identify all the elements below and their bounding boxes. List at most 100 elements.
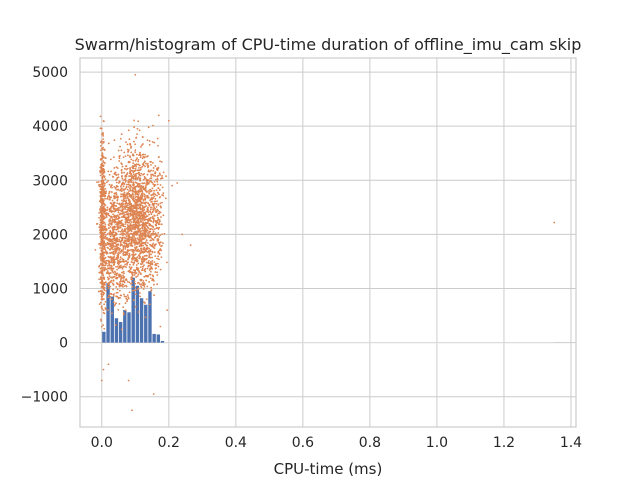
- swarm-point: [154, 175, 157, 177]
- swarm-point: [149, 250, 152, 253]
- swarm-point: [176, 182, 179, 184]
- swarm-point: [124, 181, 127, 183]
- swarm-point: [156, 271, 158, 274]
- swarm-point: [116, 240, 119, 243]
- swarm-point: [106, 272, 109, 275]
- histogram-bar: [160, 340, 165, 343]
- swarm-point: [118, 302, 121, 305]
- swarm-point: [160, 249, 163, 252]
- swarm-point: [146, 183, 149, 185]
- swarm-point: [163, 232, 166, 235]
- swarm-point: [140, 201, 143, 204]
- swarm-point: [103, 202, 106, 205]
- swarm-point: [126, 280, 129, 283]
- swarm-point: [117, 225, 120, 228]
- swarm-point: [131, 271, 134, 274]
- swarm-point: [110, 233, 113, 236]
- swarm-point: [118, 276, 121, 278]
- swarm-point: [142, 217, 145, 220]
- swarm-point: [146, 166, 149, 169]
- swarm-point: [127, 235, 130, 237]
- swarm-point: [101, 178, 104, 180]
- swarm-point: [152, 124, 154, 127]
- swarm-point: [136, 210, 138, 213]
- swarm-point: [106, 209, 108, 212]
- swarm-point: [121, 266, 123, 269]
- swarm-point: [135, 276, 137, 278]
- swarm-point: [156, 214, 159, 217]
- swarm-point: [152, 174, 155, 177]
- swarm-point: [153, 195, 156, 198]
- swarm-point: [116, 272, 119, 275]
- swarm-point: [101, 296, 104, 298]
- swarm-point: [152, 238, 154, 241]
- swarm-point: [148, 213, 150, 216]
- swarm-point: [106, 233, 109, 235]
- swarm-point: [104, 268, 106, 271]
- swarm-point: [150, 224, 153, 227]
- swarm-point: [153, 217, 155, 220]
- swarm-point: [160, 223, 163, 226]
- swarm-point: [133, 119, 135, 122]
- swarm-point: [120, 328, 123, 331]
- swarm-point: [133, 274, 136, 276]
- swarm-point: [117, 255, 119, 258]
- swarm-point: [114, 273, 117, 276]
- swarm-point: [156, 178, 159, 181]
- swarm-point: [131, 237, 134, 240]
- swarm-point: [119, 252, 121, 255]
- swarm-point: [140, 285, 142, 287]
- swarm-point: [107, 227, 110, 230]
- swarm-point: [157, 204, 160, 207]
- swarm-point: [141, 219, 144, 221]
- swarm-point: [100, 212, 103, 215]
- swarm-point: [122, 198, 125, 201]
- swarm-point: [125, 295, 127, 298]
- swarm-point: [155, 202, 158, 205]
- swarm-point: [124, 176, 127, 178]
- swarm-point: [154, 193, 157, 196]
- swarm-point: [136, 222, 139, 225]
- swarm-point: [153, 141, 156, 144]
- swarm-point: [114, 210, 117, 213]
- swarm-point: [128, 236, 131, 238]
- swarm-point: [134, 189, 137, 192]
- swarm-point: [112, 213, 114, 216]
- swarm-point: [113, 195, 115, 198]
- swarm-point: [113, 245, 115, 247]
- swarm-point: [128, 178, 131, 181]
- swarm-point: [144, 197, 147, 200]
- swarm-point: [126, 196, 129, 198]
- swarm-point: [157, 241, 160, 244]
- swarm-point: [144, 229, 147, 232]
- swarm-point: [114, 173, 117, 176]
- swarm-point: [127, 249, 130, 252]
- histogram-bar: [102, 331, 106, 343]
- histogram-bar: [118, 322, 123, 343]
- swarm-point: [143, 193, 146, 196]
- swarm-point: [140, 212, 143, 215]
- swarm-point: [135, 192, 138, 195]
- swarm-point: [146, 164, 149, 167]
- swarm-point: [138, 235, 141, 237]
- swarm-point: [136, 237, 139, 239]
- swarm-point: [148, 140, 151, 142]
- swarm-point: [138, 223, 140, 225]
- swarm-point: [116, 227, 119, 230]
- swarm-point: [117, 176, 120, 179]
- swarm-point: [108, 263, 111, 266]
- swarm-point: [134, 305, 137, 308]
- swarm-point: [138, 191, 141, 193]
- swarm-point: [150, 213, 153, 216]
- swarm-point: [112, 220, 115, 222]
- swarm-point: [116, 237, 119, 240]
- swarm-point: [146, 242, 149, 244]
- swarm-point: [122, 312, 125, 314]
- swarm-point: [129, 205, 132, 208]
- swarm-point: [149, 267, 152, 270]
- swarm-point: [134, 270, 137, 273]
- swarm-point: [136, 127, 139, 130]
- swarm-point: [103, 156, 106, 159]
- swarm-point: [131, 169, 134, 172]
